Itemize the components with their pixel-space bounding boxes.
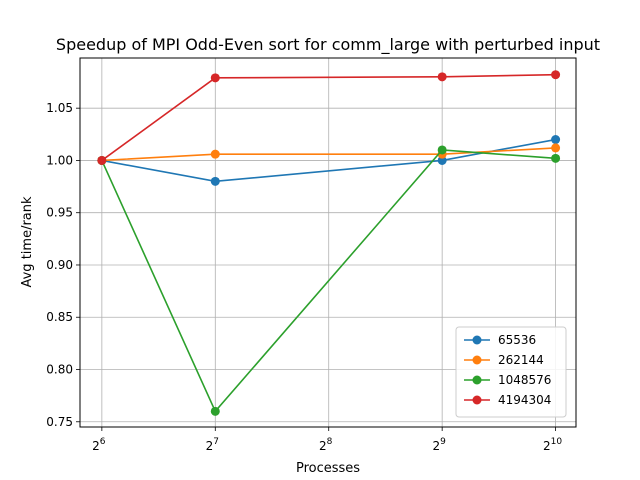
- series-line-262144: [101, 147, 556, 162]
- chart-title: Speedup of MPI Odd-Even sort for comm_la…: [56, 35, 600, 55]
- data-point-4194304: [437, 72, 447, 82]
- data-point-4194304: [210, 73, 220, 83]
- data-point-1048576: [437, 145, 447, 155]
- data-point-262144: [210, 149, 220, 159]
- data-point-262144: [551, 143, 561, 153]
- legend-marker-1048576: [472, 375, 482, 385]
- legend-marker-262144: [472, 355, 482, 365]
- y-tick-label: 1.00: [46, 153, 73, 167]
- legend-label: 1048576: [498, 373, 551, 387]
- series-line-65536: [101, 138, 556, 183]
- series-line-1048576: [101, 149, 556, 413]
- legend-marker-65536: [472, 335, 482, 345]
- x-tick-label: 29: [432, 437, 446, 453]
- x-axis-label: Processes: [296, 461, 360, 476]
- y-tick-label: 0.95: [46, 206, 73, 220]
- y-tick-label: 1.05: [46, 101, 73, 115]
- legend-label: 4194304: [498, 393, 551, 407]
- data-point-65536: [551, 135, 561, 145]
- x-tick-label: 27: [206, 437, 219, 453]
- plot-frame: [79, 57, 577, 428]
- axis-ticks: 26 27 28 29 210 0.75 0.80 0.85 0.90 0.95 1.00 1.05: [46, 101, 562, 453]
- y-tick-label: 0.80: [46, 363, 73, 377]
- series-lines: [97, 70, 561, 416]
- y-tick-label: 0.90: [46, 258, 73, 272]
- data-point-4194304: [97, 155, 107, 165]
- legend-box: [455, 326, 567, 418]
- data-point-1048576: [551, 153, 561, 163]
- x-tick-label: 210: [543, 437, 562, 453]
- data-point-65536: [437, 155, 447, 165]
- legend-label: 262144: [498, 353, 544, 367]
- data-point-4194304: [551, 70, 561, 80]
- y-tick-label: 0.75: [46, 415, 73, 429]
- x-tick-label: 28: [319, 437, 333, 453]
- data-point-65536: [210, 176, 220, 186]
- data-point-1048576: [210, 406, 220, 416]
- y-axis-label: Avg time/rank: [20, 196, 35, 288]
- legend-marker-4194304: [472, 395, 482, 405]
- y-tick-label: 0.85: [46, 310, 73, 324]
- legend: 65536 262144 1048576 4194304: [455, 326, 567, 418]
- grid: [80, 58, 576, 427]
- x-tick-label: 26: [92, 437, 106, 453]
- legend-label: 65536: [498, 333, 536, 347]
- series-line-4194304: [101, 73, 556, 162]
